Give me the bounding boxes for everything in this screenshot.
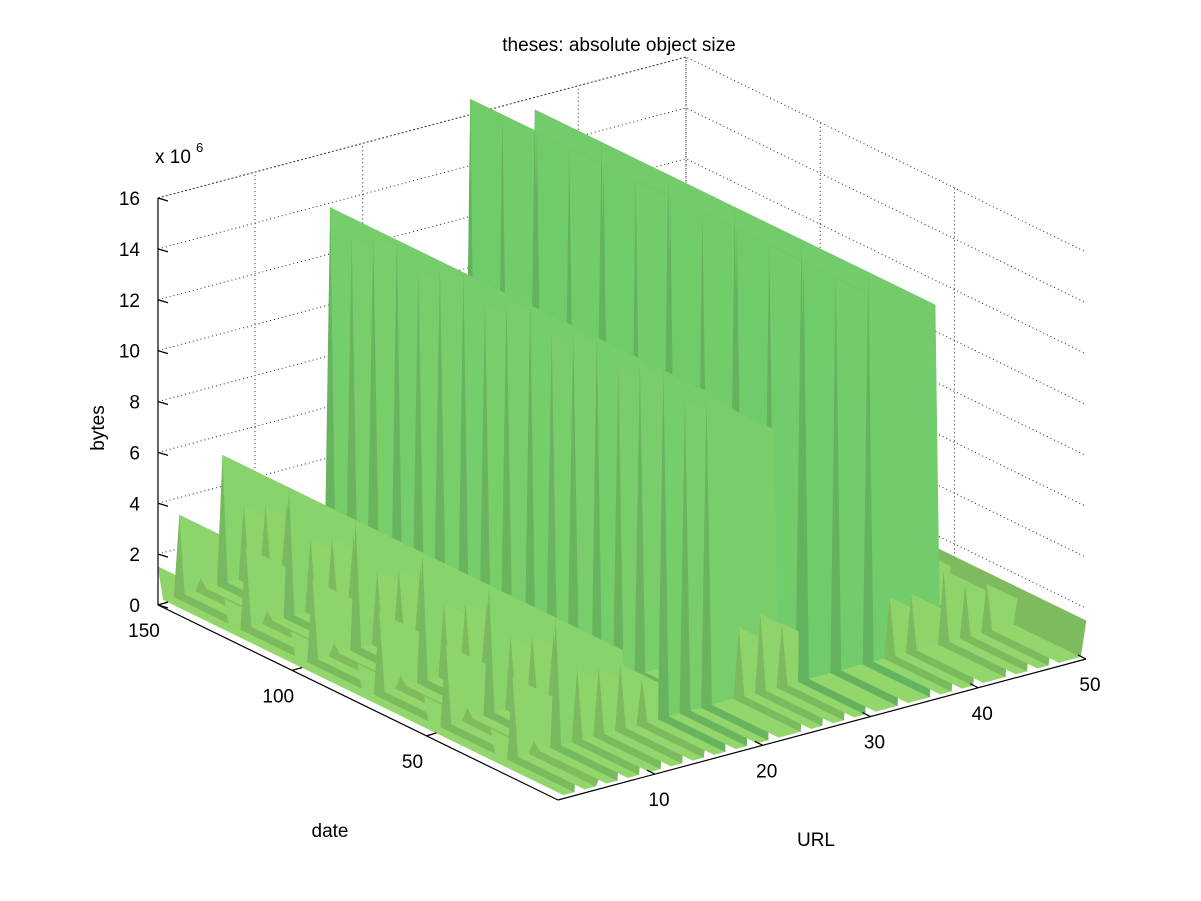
y-axis-line	[157, 604, 559, 801]
z-tick-mark	[157, 451, 169, 456]
z-tick-mark	[157, 299, 169, 304]
z-tick-mark	[157, 502, 169, 507]
surface-patch	[1013, 587, 1087, 658]
z-tick-label: 0	[129, 596, 140, 617]
x-tick-label: 10	[648, 790, 669, 811]
x-tick-mark	[754, 740, 764, 746]
y-tick-label: 150	[128, 621, 160, 642]
z-tick-mark	[157, 400, 169, 406]
x-tick-label: 20	[756, 761, 777, 782]
z-exponent-label: 6	[196, 140, 203, 155]
z-axis-label: bytes	[88, 405, 109, 450]
z-tick-label: 12	[119, 291, 140, 312]
x-tick-label: 30	[864, 733, 885, 754]
x-axis-line	[557, 658, 1087, 801]
z-tick-label: 10	[119, 342, 140, 363]
x-tick-label: 40	[972, 704, 993, 725]
z-tick-label: 2	[129, 545, 140, 566]
x-tick-mark	[1077, 654, 1087, 660]
y-tick-mark	[157, 601, 169, 606]
z-tick-mark	[157, 604, 169, 609]
x-axis-label: URL	[797, 830, 835, 851]
z-tick-label: 14	[119, 240, 141, 261]
x-tick-mark	[862, 712, 871, 718]
z-tick-mark	[157, 553, 169, 558]
z-tick-mark	[157, 350, 169, 355]
z-tick-label: 16	[119, 189, 140, 210]
z-tick-mark	[157, 248, 169, 253]
x-tick-mark	[646, 769, 656, 775]
z-tick-label: 4	[129, 494, 140, 515]
y-tick-mark	[292, 666, 303, 672]
y-tick-label: 50	[402, 752, 423, 773]
y-tick-mark	[426, 732, 437, 737]
z-multiplier-label: x 10	[155, 147, 191, 168]
chart-title: theses: absolute object size	[502, 35, 735, 56]
z-tick-label: 6	[129, 443, 140, 464]
ticks-layer: 10 20 30 40 50 50 100 150 0 2 4 6 8 10 12 14 16	[119, 189, 1101, 811]
x-tick-mark	[969, 683, 979, 689]
z-tick-label: 8	[129, 393, 140, 414]
surface-layer	[157, 98, 1087, 796]
z-tick-mark	[157, 197, 169, 202]
y-axis-label: date	[312, 821, 349, 842]
x-tick-label: 50	[1079, 675, 1100, 696]
y-tick-label: 100	[262, 686, 294, 707]
